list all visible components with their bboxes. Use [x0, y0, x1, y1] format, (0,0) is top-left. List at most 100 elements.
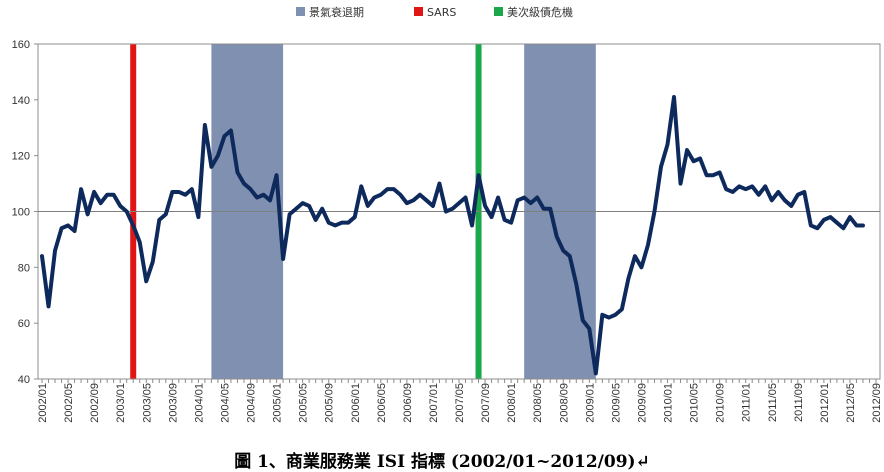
series-line-1 — [40, 95, 865, 376]
data-point — [131, 224, 135, 227]
data-point — [333, 224, 337, 227]
x-tick-label: 2011/01 — [741, 383, 753, 422]
x-tick-label: 2005/09 — [324, 383, 336, 423]
data-point — [223, 134, 226, 138]
data-point — [542, 207, 546, 211]
y-tick-label: 100 — [12, 207, 30, 219]
x-tick-label: 2006/01 — [350, 383, 362, 423]
data-point — [157, 218, 161, 222]
x-tick-label: 2006/05 — [376, 383, 388, 423]
data-point — [346, 221, 350, 225]
data-point — [600, 313, 604, 317]
data-point — [203, 123, 207, 127]
data-point — [653, 210, 656, 213]
data-point — [587, 327, 591, 331]
data-point — [340, 221, 344, 225]
isi-line-chart: 景氣衰退期 SARS 美次級債危機 40 60 80 100 120 140 160 2002/0… — [12, 5, 883, 423]
data-point — [789, 204, 793, 208]
x-tick-label: 2009/05 — [610, 383, 622, 423]
x-tick-label: 2005/01 — [272, 383, 284, 423]
x-tick-label: 2007/05 — [454, 383, 466, 423]
data-point — [92, 190, 96, 194]
data-point — [828, 215, 832, 219]
x-tick-label: 2009/09 — [636, 383, 648, 423]
x-tick-label: 2012/09 — [871, 383, 883, 423]
data-point — [770, 198, 774, 202]
data-point — [307, 204, 311, 208]
data-point — [718, 171, 722, 174]
data-point — [724, 187, 728, 191]
x-tick-label: 2002/05 — [63, 383, 75, 423]
x-tick-label: 2007/09 — [480, 383, 492, 423]
data-point — [105, 193, 109, 197]
data-point — [242, 182, 246, 185]
data-point — [835, 221, 839, 225]
data-point — [848, 215, 852, 219]
x-tick-label: 2002/01 — [37, 383, 49, 423]
data-point — [705, 173, 708, 177]
series-layer — [40, 95, 865, 376]
data-point — [620, 307, 624, 311]
data-point — [327, 221, 331, 225]
data-point — [522, 196, 526, 199]
data-point — [229, 129, 233, 132]
x-tick-label: 2004/05 — [219, 383, 231, 423]
data-point — [698, 157, 702, 160]
data-point — [666, 143, 669, 146]
data-point — [379, 193, 383, 197]
data-point — [796, 193, 800, 197]
data-point — [561, 249, 565, 252]
x-tick-label: 2009/01 — [584, 383, 596, 423]
data-point — [490, 215, 493, 219]
data-point — [164, 212, 168, 216]
data-point — [431, 204, 435, 208]
x-tick-label: 2011/05 — [767, 383, 779, 422]
data-point — [112, 193, 116, 197]
axes: 40 60 80 100 120 140 160 2002/01 2002/05 2002/09 2… — [12, 39, 883, 423]
data-point — [477, 173, 480, 177]
data-point — [581, 318, 585, 322]
legend-swatch-1 — [296, 7, 305, 16]
data-point — [711, 173, 715, 177]
data-point — [607, 316, 611, 319]
data-point — [425, 198, 428, 202]
data-point — [535, 196, 539, 199]
data-point — [196, 215, 200, 219]
data-point — [555, 235, 559, 239]
data-point — [353, 215, 357, 219]
data-point — [86, 212, 90, 216]
data-point — [640, 265, 643, 269]
data-point — [236, 171, 239, 174]
data-point — [457, 201, 461, 205]
data-point — [73, 229, 76, 233]
x-tick-label: 2008/05 — [532, 383, 544, 423]
data-point — [646, 243, 650, 247]
data-point — [672, 95, 676, 99]
legend: 景氣衰退期 SARS 美次級債危機 — [296, 5, 573, 19]
y-tick-label: 80 — [18, 262, 30, 274]
data-point — [574, 282, 578, 286]
y-tick-label: 160 — [12, 39, 30, 51]
data-point — [47, 305, 50, 308]
data-point — [275, 173, 278, 177]
data-point — [288, 212, 291, 216]
data-point — [855, 224, 858, 227]
data-point — [314, 218, 318, 222]
y-tick-label: 40 — [18, 374, 30, 386]
data-point — [516, 198, 520, 202]
data-point — [783, 198, 787, 202]
x-tick-label: 2008/09 — [558, 383, 570, 423]
data-point — [392, 187, 396, 191]
x-tick-label: 2011/09 — [793, 383, 805, 422]
data-point — [268, 198, 272, 202]
data-point — [66, 224, 70, 227]
data-point — [281, 257, 285, 261]
data-point — [125, 210, 129, 213]
legend-swatch-2 — [414, 7, 423, 16]
x-tick-label: 2010/05 — [689, 383, 701, 423]
data-point — [496, 196, 500, 199]
data-point — [568, 254, 572, 258]
data-point — [216, 154, 220, 158]
data-point — [144, 279, 148, 283]
data-point — [385, 187, 389, 191]
